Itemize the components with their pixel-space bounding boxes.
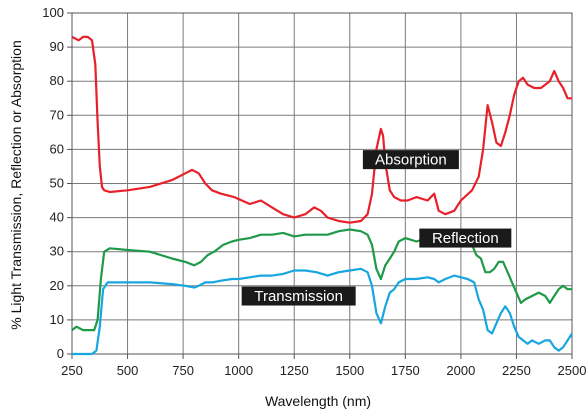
series-lines bbox=[71, 35, 573, 356]
series-label-text: Transmission bbox=[254, 288, 343, 305]
series-label-text: Reflection bbox=[432, 230, 499, 247]
x-tick-label: 1250 bbox=[280, 363, 309, 378]
series-label-text: Absorption bbox=[375, 152, 447, 169]
y-tick-label: 40 bbox=[50, 210, 64, 225]
y-tick-label: 70 bbox=[50, 107, 64, 122]
axes: 0 10 20 30 40 50 60 70 80 90 100 250 500 750 1000 1250 1… bbox=[42, 5, 586, 378]
x-tick-label: 500 bbox=[117, 363, 139, 378]
series-label-box bbox=[241, 286, 356, 306]
series-labels: Absorption Reflection Transmission bbox=[241, 150, 512, 306]
x-tick-label: 1500 bbox=[335, 363, 364, 378]
x-tick-label: 250 bbox=[61, 363, 83, 378]
series-label-transmission: Transmission bbox=[241, 286, 356, 306]
y-tick-label: 30 bbox=[50, 244, 64, 259]
series-line-transmission bbox=[72, 267, 573, 356]
series-label-reflection: Reflection bbox=[419, 228, 512, 248]
x-tick-label: 1750 bbox=[391, 363, 420, 378]
x-axis-title: Wavelength (nm) bbox=[265, 393, 371, 409]
series-line-absorption bbox=[71, 35, 572, 224]
y-tick-label: 90 bbox=[50, 39, 64, 54]
y-tick-label: 100 bbox=[42, 5, 64, 20]
y-axis-title: % Light Transmission, Reflection or Abso… bbox=[8, 40, 24, 329]
x-tick-label: 750 bbox=[172, 363, 194, 378]
plot-frame bbox=[71, 12, 573, 355]
y-tick-label: 80 bbox=[50, 73, 64, 88]
y-tick-label: 60 bbox=[50, 141, 64, 156]
y-tick-label: 20 bbox=[50, 278, 64, 293]
x-tick-label: 2250 bbox=[502, 363, 531, 378]
y-tick-label: 0 bbox=[57, 346, 64, 361]
x-tick-label: 2000 bbox=[446, 363, 475, 378]
y-tick-label: 50 bbox=[50, 176, 64, 191]
x-tick-label: 1000 bbox=[224, 363, 253, 378]
series-line-reflection bbox=[71, 228, 572, 332]
series-label-box bbox=[419, 228, 512, 248]
y-tick-label: 10 bbox=[50, 312, 64, 327]
series-label-box bbox=[362, 150, 459, 170]
x-tick-label: 2500 bbox=[558, 363, 587, 378]
series-label-absorption: Absorption bbox=[362, 150, 459, 170]
